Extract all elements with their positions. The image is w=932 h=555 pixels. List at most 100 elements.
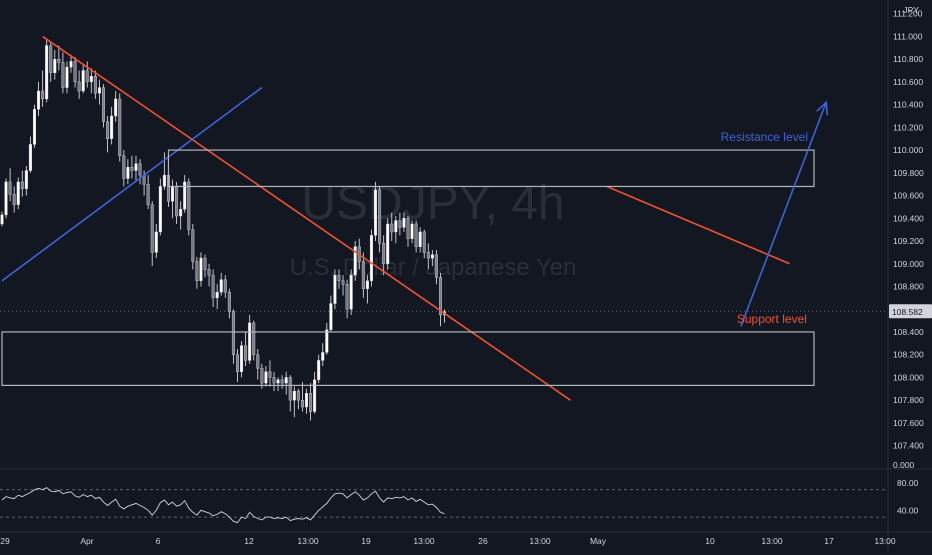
candle: [296, 388, 300, 410]
candle: [162, 152, 166, 190]
y-tick-label: 110.600: [893, 77, 923, 87]
candle-body-down: [73, 61, 77, 83]
y-tick-label: 109.600: [893, 191, 924, 201]
candle: [434, 250, 438, 285]
candle-body-up: [154, 231, 158, 253]
candle-body-down: [426, 252, 430, 259]
candle-body-down: [85, 70, 89, 83]
zone-rectangle[interactable]: [1, 331, 815, 386]
candle-body-down: [49, 45, 53, 73]
y-tick-label: 108.400: [893, 327, 924, 337]
candle-body-up: [179, 208, 183, 217]
candle: [175, 181, 179, 224]
candle: [386, 218, 390, 270]
candle: [443, 309, 447, 323]
candle-body-up: [134, 163, 138, 171]
candle: [223, 275, 227, 298]
candle-body-down: [57, 58, 61, 63]
candle: [179, 201, 183, 230]
candle-body-up: [394, 220, 398, 233]
candle: [69, 54, 73, 73]
candle-body-up: [69, 61, 73, 68]
candle: [126, 159, 130, 185]
candle-body-up: [321, 352, 325, 361]
candle: [317, 354, 321, 384]
candle-body-down: [191, 229, 195, 262]
candle-body-down: [361, 261, 365, 289]
candle-body-down: [235, 354, 239, 372]
candle: [422, 229, 426, 259]
symbol-watermark: USDJPY, 4h U.S. Dollar / Japanese Yen: [290, 177, 577, 281]
trendline[interactable]: [606, 185, 790, 265]
projection-arrow[interactable]: [740, 102, 827, 327]
y-tick-label: 110.000: [893, 145, 923, 155]
y-tick-label: 110.400: [893, 100, 923, 110]
candle: [227, 288, 231, 319]
last-price-badge[interactable]: [889, 304, 932, 319]
candle-body-up: [276, 379, 280, 384]
candle-body-down: [256, 354, 260, 369]
candle-body-up: [325, 329, 329, 353]
candle: [349, 269, 353, 315]
candle: [325, 322, 329, 355]
annotation-label[interactable]: Support level: [737, 312, 807, 326]
x-tick-label: 12: [244, 536, 254, 546]
candle-body-up: [284, 377, 288, 384]
y-tick-label: 109.200: [893, 236, 924, 246]
candle: [134, 155, 138, 182]
candle-body-up: [65, 66, 69, 88]
candle: [345, 279, 349, 319]
candle-body-up: [162, 174, 166, 187]
y-tick-label: 109.400: [893, 213, 924, 223]
candle: [215, 284, 219, 310]
axes[interactable]: JPY 111.200 111.000 110.800 110.600 110.400 1…: [0, 5, 932, 546]
annotation-label[interactable]: Resistance level: [721, 130, 808, 144]
x-tick-label: 13:00: [413, 536, 435, 546]
candle: [264, 366, 268, 387]
candle: [195, 256, 199, 289]
candle: [353, 241, 357, 281]
candle-body-down: [272, 377, 276, 384]
candle-body-down: [422, 231, 426, 253]
last-price-label: 108.582: [892, 307, 923, 317]
candle: [203, 254, 207, 278]
candle-body-down: [434, 254, 438, 278]
candle-body-down: [227, 291, 231, 312]
candle: [426, 243, 430, 270]
candle: [256, 349, 260, 380]
candle-body-up: [365, 280, 369, 289]
candle-body-up: [37, 90, 41, 110]
candle-body-down: [223, 279, 227, 293]
candle-body-down: [345, 284, 349, 310]
candle: [252, 320, 256, 361]
candle-body-up: [81, 70, 85, 92]
candle: [93, 70, 97, 99]
trendline[interactable]: [42, 35, 571, 401]
projection-arrow-head[interactable]: [816, 100, 829, 116]
candle: [73, 56, 77, 88]
candle-body-down: [187, 181, 191, 230]
candle: [361, 252, 365, 298]
candle: [85, 61, 89, 88]
candle: [284, 371, 288, 395]
y-tick-label: 107.800: [893, 395, 924, 405]
candle: [418, 227, 422, 253]
candle: [292, 386, 296, 418]
zone-rectangle[interactable]: [167, 149, 815, 188]
candle-body-down: [337, 274, 341, 282]
candle: [122, 150, 126, 187]
y-tick-label: 110.200: [893, 122, 923, 132]
drawings[interactable]: Resistance level Support level: [1, 35, 829, 401]
candle: [89, 68, 93, 94]
candle-body-down: [101, 87, 105, 122]
x-tick-label: 29: [0, 536, 10, 546]
candle: [8, 168, 12, 202]
rsi-tick-label: 40.00: [897, 505, 919, 515]
candle: [53, 50, 57, 80]
candle: [268, 360, 272, 387]
candle-body-down: [260, 368, 264, 384]
trendline[interactable]: [1, 86, 263, 282]
candle-body-up: [4, 181, 8, 216]
